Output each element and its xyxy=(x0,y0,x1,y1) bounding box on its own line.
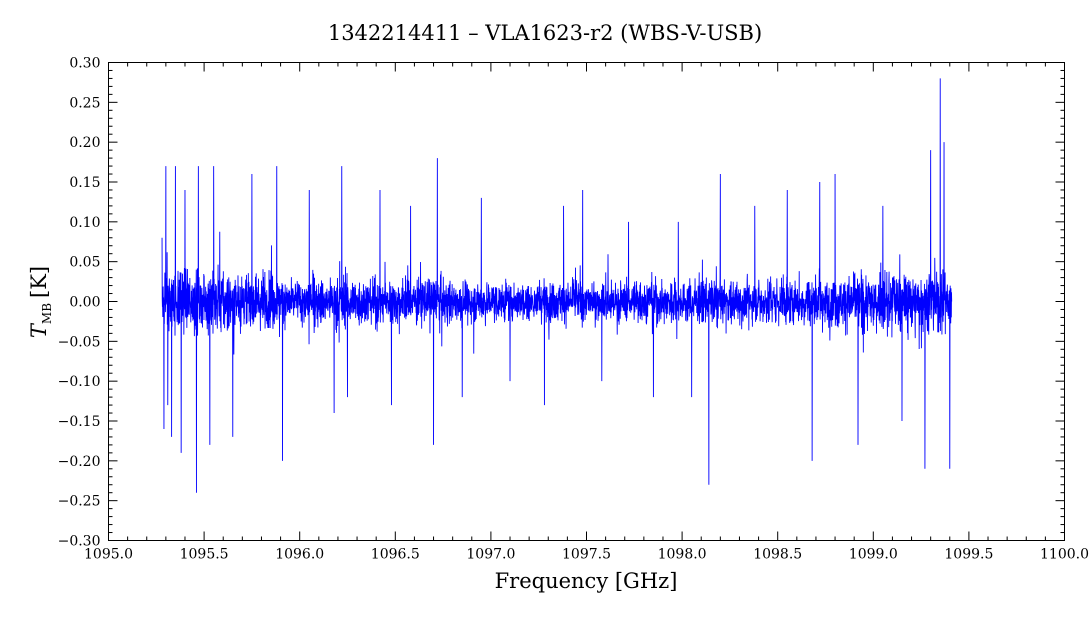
y-axis: −0.30 −0.25 −0.20 −0.15 −0.10 −0.05 0.00 0.05 0.… xyxy=(58,56,1065,550)
x-tick-label: 1097.5 xyxy=(562,547,611,563)
x-tick-label: 1098.5 xyxy=(753,547,802,563)
x-axis: 1095.0 1095.5 1096.0 1096.5 1097.0 1097.5 1098… xyxy=(84,62,1089,563)
y-tick-label: 0.10 xyxy=(69,215,100,231)
y-tick-label: −0.15 xyxy=(58,414,101,430)
y-tick-label: −0.20 xyxy=(58,454,101,470)
y-axis-label-subscript: MB xyxy=(40,303,54,324)
y-axis-label-main: T xyxy=(27,322,51,338)
y-tick-label: −0.25 xyxy=(58,494,101,510)
y-tick-label: 0.15 xyxy=(69,175,100,191)
chart-title: 1342214411 – VLA1623-r2 (WBS-V-USB) xyxy=(328,21,762,45)
y-tick-label: −0.30 xyxy=(58,534,101,550)
y-tick-label: 0.05 xyxy=(69,255,100,271)
x-tick-label: 1097.0 xyxy=(466,547,515,563)
spectrum-trace-layer xyxy=(161,78,953,493)
y-tick-label: −0.10 xyxy=(58,374,101,390)
x-tick-label: 1099.5 xyxy=(944,547,993,563)
y-tick-label: −0.05 xyxy=(58,334,101,350)
y-tick-label: 0.20 xyxy=(69,135,100,151)
x-tick-label: 1095.0 xyxy=(84,547,133,563)
y-tick-label: 0.30 xyxy=(69,56,100,72)
y-tick-label: 0.00 xyxy=(69,295,100,311)
x-tick-label: 1098.0 xyxy=(658,547,707,563)
x-tick-label: 1096.5 xyxy=(371,547,420,563)
x-axis-label: Frequency [GHz] xyxy=(495,569,678,593)
y-tick-label: 0.25 xyxy=(69,95,100,111)
y-axis-label-unit: [K] xyxy=(27,266,51,298)
x-tick-label: 1096.0 xyxy=(275,547,324,563)
spectrum-line xyxy=(161,78,953,493)
y-axis-label: TMB [K] xyxy=(27,266,54,338)
x-tick-label: 1100.0 xyxy=(1040,547,1089,563)
x-tick-label: 1099.0 xyxy=(849,547,898,563)
x-tick-label: 1095.5 xyxy=(180,547,229,563)
